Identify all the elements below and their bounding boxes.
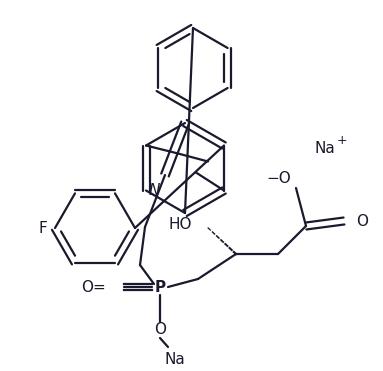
Text: O: O xyxy=(154,322,166,338)
Text: F: F xyxy=(38,220,47,236)
Text: −O: −O xyxy=(266,171,291,186)
Text: N: N xyxy=(148,183,160,198)
Text: O=: O= xyxy=(81,279,106,295)
Text: O: O xyxy=(356,213,368,229)
Text: +: + xyxy=(337,134,348,147)
Text: Na: Na xyxy=(165,352,185,368)
Text: P: P xyxy=(154,279,165,295)
Text: Na: Na xyxy=(315,141,336,155)
Text: HO: HO xyxy=(169,217,192,232)
